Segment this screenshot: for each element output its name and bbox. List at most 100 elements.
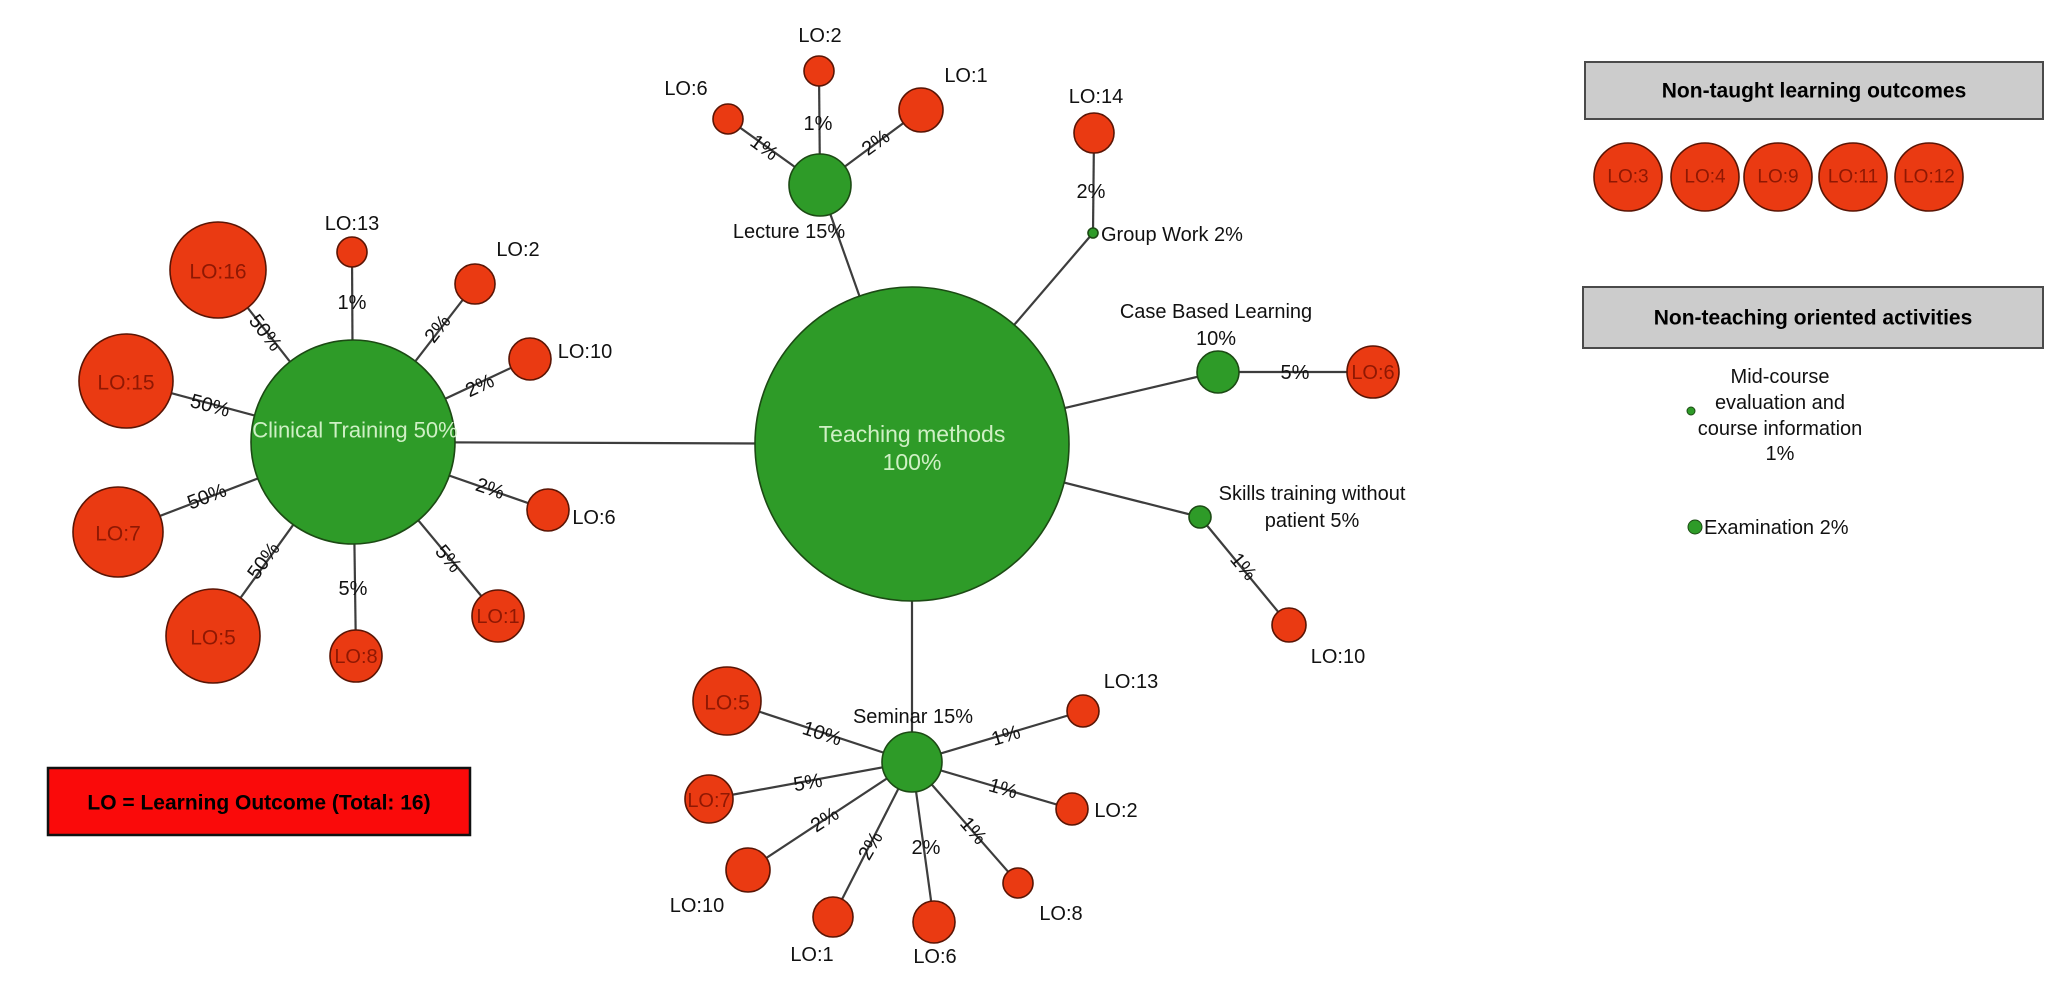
edge-skills-sk-lo10 (1199, 516, 1290, 626)
legend-outcome-circle (1894, 142, 1964, 212)
edge-label-clinical-ct-lo13: 1% (338, 292, 367, 314)
note-text: LO = Learning Outcome (Total: 16) (87, 792, 430, 815)
outcome-node-ct-lo7 (72, 486, 164, 578)
outcome-node-sem-lo10 (725, 847, 771, 893)
node-label-sem-lo13: LO:13 (1104, 671, 1158, 693)
nodes (72, 55, 1400, 944)
node-label-ct-lo16: LO:16 (189, 261, 246, 284)
node-label-sem-lo6: LO:6 (913, 946, 956, 968)
method-node-skills (1188, 505, 1212, 529)
method-node-groupwork (1087, 227, 1099, 239)
outcome-node-lec-lo6 (712, 103, 744, 135)
legend-box-non-teaching (1582, 286, 2044, 349)
edge-label-clinical-ct-lo8: 5% (339, 578, 368, 600)
method-node-cbl (1196, 350, 1240, 394)
node-label-ct-lo15: LO:15 (97, 372, 154, 395)
node-label-ct-lo1: LO:1 (476, 606, 519, 628)
outcome-node-ct-lo5 (165, 588, 261, 684)
legend-non-teaching: Non-teaching oriented activities Mid-cour… (1582, 286, 2044, 539)
node-label-sem-lo7: LO:7 (687, 790, 730, 812)
outcome-node-gw-lo14 (1073, 112, 1115, 154)
outcome-node-ct-lo1 (471, 589, 525, 643)
node-label-cbl-lo6: LO:6 (1351, 362, 1394, 384)
edge-label-clinical-ct-lo15: 50% (188, 390, 233, 422)
edge-seminar-sem-lo7 (708, 760, 913, 801)
node-label-gw-lo14: LO:14 (1069, 86, 1123, 108)
outcome-node-sem-lo8 (1002, 867, 1034, 899)
outcome-node-lec-lo2 (803, 55, 835, 87)
edge-label-seminar-sem-lo1: 2% (854, 828, 888, 864)
node-label-ct-lo2: LO:2 (496, 239, 539, 261)
edge-label-groupwork-gw-lo14: 2% (1077, 181, 1106, 203)
node-label-cbl: Case Based Learning (1120, 301, 1312, 323)
legend-outcome-circle (1743, 142, 1813, 212)
edge-label-cbl-cbl-lo6: 5% (1281, 362, 1310, 384)
node-label-skills: Skills training without (1219, 483, 1406, 505)
outcome-node-sem-lo5 (692, 666, 762, 736)
legend-outcome-label: LO:12 (1903, 167, 1955, 188)
method-node-teaching (754, 286, 1070, 602)
node-label-sem-lo5: LO:5 (704, 692, 750, 715)
node-label-lecture: Lecture 15% (733, 221, 846, 243)
legend-outcome-circle (1818, 142, 1888, 212)
legend-outcome-label: LO:4 (1684, 167, 1726, 188)
legend-title-non-taught: Non-taught learning outcomes (1662, 80, 1967, 103)
edge-label-seminar-sem-lo6: 2% (912, 837, 941, 859)
outcome-node-ct-lo10 (508, 337, 552, 381)
legend-outcome-label: LO:11 (1828, 167, 1878, 188)
node-label-sem-lo8: LO:8 (1039, 903, 1082, 925)
note-box (46, 766, 472, 837)
outcome-node-ct-lo6 (526, 488, 570, 532)
outcome-node-sem-lo6 (912, 900, 956, 944)
outcome-node-sem-lo1 (812, 896, 854, 938)
node-label-clinical: Clinical Training 50% (252, 418, 457, 443)
outcome-node-cbl-lo6 (1346, 345, 1400, 399)
legend-activity-label: evaluation and (1715, 392, 1845, 414)
node-label-sem-lo2: LO:2 (1094, 800, 1137, 822)
method-node-clinical (250, 339, 456, 545)
node-label-sk-lo10: LO:10 (1311, 646, 1365, 668)
legend-outcome-circle (1593, 142, 1663, 212)
legend-title-non-teaching: Non-teaching oriented activities (1654, 307, 1973, 330)
edge-seminar-sem-lo10 (747, 761, 913, 871)
node-label-seminar: Seminar 15% (853, 706, 973, 728)
note: LO = Learning Outcome (Total: 16) (46, 766, 472, 837)
edge-label-seminar-sem-lo2: 1% (986, 774, 1020, 803)
legend-outcome-label: LO:3 (1607, 167, 1648, 188)
outcome-node-sem-lo7 (684, 774, 734, 824)
legend-activity-dot (1686, 406, 1696, 416)
edge-label-seminar-sem-lo5: 10% (800, 717, 845, 750)
node-label-teaching: Teaching methods (819, 421, 1006, 447)
outcome-node-ct-lo8 (329, 629, 383, 683)
legend-activity-label: Examination 2% (1704, 517, 1849, 539)
node-label-lec-lo2: LO:2 (798, 25, 841, 47)
legend-outcome-circle (1670, 142, 1740, 212)
outcome-node-sk-lo10 (1271, 607, 1307, 643)
edge-label-seminar-sem-lo13: 1% (989, 721, 1023, 751)
edge-label-lecture-lec-lo1: 2% (858, 125, 894, 160)
node-label-cbl: 10% (1196, 328, 1236, 350)
edge-label-seminar-sem-lo7: 5% (792, 770, 825, 797)
method-node-lecture (788, 153, 852, 217)
node-label-ct-lo13: LO:13 (325, 213, 379, 235)
node-label-lec-lo1: LO:1 (944, 65, 987, 87)
node-label-ct-lo8: LO:8 (334, 646, 377, 668)
node-label-teaching: 100% (883, 449, 942, 475)
legend-box-non-taught (1584, 61, 2044, 120)
outcome-node-ct-lo16 (169, 221, 267, 319)
node-label-lec-lo6: LO:6 (664, 78, 707, 100)
outcome-node-ct-lo15 (78, 333, 174, 429)
legend-activity-label: 1% (1766, 443, 1795, 465)
legend-activity-dot (1687, 519, 1703, 535)
node-label-ct-lo10: LO:10 (558, 341, 612, 363)
legend-outcome-label: LO:9 (1757, 167, 1798, 188)
outcome-node-lec-lo1 (898, 87, 944, 133)
node-label-ct-lo7: LO:7 (95, 523, 141, 546)
edge-label-lecture-lec-lo2: 1% (804, 113, 833, 135)
legend-non-taught: Non-taught learning outcomes LO:3 LO:4 LO:9… (1584, 61, 2044, 212)
legend-activity-label: course information (1698, 418, 1863, 440)
node-label-sem-lo1: LO:1 (790, 944, 833, 966)
